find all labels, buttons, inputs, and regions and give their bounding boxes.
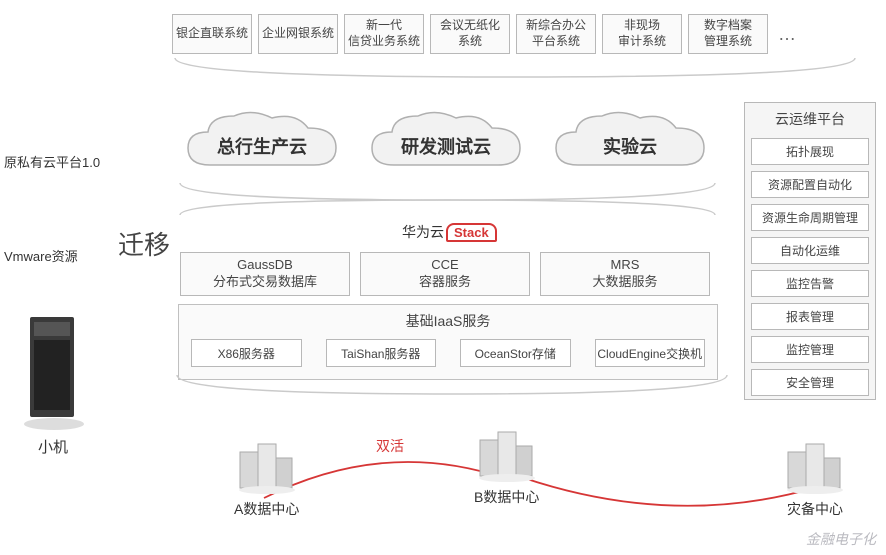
left-label-2: Vmware资源 — [4, 246, 78, 265]
iaas-panel: 基础IaaS服务 X86服务器 TaiShan服务器 OceanStor存储 C… — [178, 304, 718, 380]
cloud: 总行生产云 — [180, 110, 344, 182]
service-sub: 大数据服务 — [592, 274, 657, 291]
ops-item: 资源生命周期管理 — [751, 204, 869, 231]
dc-label: 灾备中心 — [784, 499, 846, 519]
top-brace — [170, 55, 860, 95]
watermark: 金融电子化 — [806, 529, 876, 549]
ops-item: 监控管理 — [751, 336, 869, 363]
more-icon: … — [778, 24, 796, 45]
server-label: 小机 — [38, 436, 68, 457]
migrate-label: 迁移 — [118, 225, 170, 262]
ops-title: 云运维平台 — [745, 103, 875, 135]
mid-brace — [175, 180, 720, 216]
left-label-1: 原私有云平台1.0 — [4, 152, 100, 171]
service-row: GaussDB 分布式交易数据库 CCE 容器服务 MRS 大数据服务 — [180, 252, 710, 296]
service-title: GaussDB — [237, 257, 293, 274]
iaas-item: CloudEngine交换机 — [595, 339, 706, 367]
service-box: CCE 容器服务 — [360, 252, 530, 296]
service-sub: 容器服务 — [419, 274, 471, 291]
app-box: 新综合办公平台系统 — [516, 14, 596, 54]
dc-label: A数据中心 — [234, 499, 299, 519]
service-box: GaussDB 分布式交易数据库 — [180, 252, 350, 296]
app-box: 数字档案管理系统 — [688, 14, 768, 54]
service-title: CCE — [431, 257, 458, 274]
cloud-row: 总行生产云 研发测试云 实验云 — [180, 110, 712, 182]
app-box: 会议无纸化系统 — [430, 14, 510, 54]
cloud-label: 研发测试云 — [401, 133, 491, 159]
ops-item: 资源配置自动化 — [751, 171, 869, 198]
server-icon — [20, 312, 88, 432]
datacenter-c: 灾备中心 — [784, 440, 846, 519]
cloud-label: 总行生产云 — [217, 133, 307, 159]
cloud: 研发测试云 — [364, 110, 528, 182]
app-box: 企业网银系统 — [258, 14, 338, 54]
iaas-item: TaiShan服务器 — [326, 339, 437, 367]
stack-logo: 华为云 Stack — [402, 222, 497, 242]
ops-item: 自动化运维 — [751, 237, 869, 264]
datacenter-row: 双活 A数据中心 B数据中心 灾备中心 — [184, 428, 874, 538]
ops-panel: 云运维平台 拓扑展现 资源配置自动化 资源生命周期管理 自动化运维 监控告警 报… — [744, 102, 876, 400]
building-icon — [236, 440, 298, 494]
service-title: MRS — [611, 257, 640, 274]
iaas-item: OceanStor存储 — [460, 339, 571, 367]
ops-item: 拓扑展现 — [751, 138, 869, 165]
bottom-brace — [172, 372, 732, 412]
active-label: 双活 — [376, 436, 404, 456]
ops-item: 报表管理 — [751, 303, 869, 330]
top-app-row: 银企直联系统 企业网银系统 新一代信贷业务系统 会议无纸化系统 新综合办公平台系… — [172, 14, 796, 54]
cloud-label: 实验云 — [603, 133, 657, 159]
app-box: 银企直联系统 — [172, 14, 252, 54]
datacenter-b: B数据中心 — [474, 428, 539, 507]
ops-item: 安全管理 — [751, 369, 869, 396]
ops-item: 监控告警 — [751, 270, 869, 297]
stack-box: Stack — [446, 223, 497, 242]
building-icon — [784, 440, 846, 494]
datacenter-a: A数据中心 — [234, 440, 299, 519]
app-box: 非现场审计系统 — [602, 14, 682, 54]
cloud: 实验云 — [548, 110, 712, 182]
iaas-title: 基础IaaS服务 — [191, 311, 705, 331]
dc-label: B数据中心 — [474, 487, 539, 507]
service-box: MRS 大数据服务 — [540, 252, 710, 296]
service-sub: 分布式交易数据库 — [213, 274, 317, 291]
app-box: 新一代信贷业务系统 — [344, 14, 424, 54]
building-icon — [476, 428, 538, 482]
stack-prefix: 华为云 — [402, 222, 444, 242]
iaas-item: X86服务器 — [191, 339, 302, 367]
